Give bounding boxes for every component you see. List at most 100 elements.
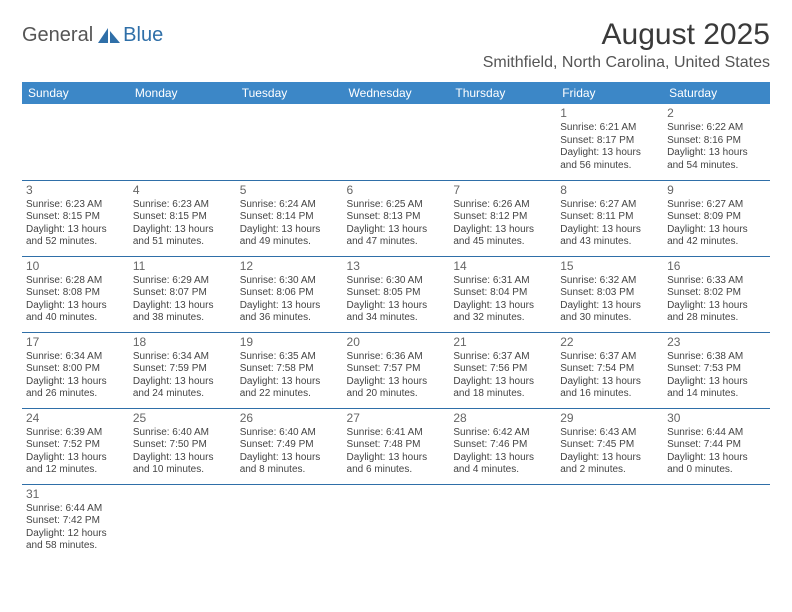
sunset-text: Sunset: 7:50 PM	[133, 439, 232, 452]
weekday-header: Friday	[556, 82, 663, 104]
day-number: 1	[560, 106, 659, 121]
day-number: 13	[347, 259, 446, 274]
calendar-cell-empty	[236, 484, 343, 560]
day-number: 22	[560, 335, 659, 350]
sunset-text: Sunset: 8:13 PM	[347, 211, 446, 224]
day-number: 7	[453, 183, 552, 198]
calendar-table: SundayMondayTuesdayWednesdayThursdayFrid…	[22, 82, 770, 560]
daylight-text: and 32 minutes.	[453, 312, 552, 325]
daylight-text: Daylight: 13 hours	[133, 452, 232, 465]
sunset-text: Sunset: 7:48 PM	[347, 439, 446, 452]
sunrise-text: Sunrise: 6:33 AM	[667, 275, 766, 288]
daylight-text: and 45 minutes.	[453, 236, 552, 249]
calendar-row: 24Sunrise: 6:39 AMSunset: 7:52 PMDayligh…	[22, 408, 770, 484]
calendar-cell: 5Sunrise: 6:24 AMSunset: 8:14 PMDaylight…	[236, 180, 343, 256]
day-number: 11	[133, 259, 232, 274]
daylight-text: and 14 minutes.	[667, 388, 766, 401]
calendar-cell: 15Sunrise: 6:32 AMSunset: 8:03 PMDayligh…	[556, 256, 663, 332]
sunrise-text: Sunrise: 6:38 AM	[667, 351, 766, 364]
daylight-text: Daylight: 13 hours	[667, 452, 766, 465]
sunset-text: Sunset: 7:46 PM	[453, 439, 552, 452]
day-number: 8	[560, 183, 659, 198]
sunrise-text: Sunrise: 6:36 AM	[347, 351, 446, 364]
daylight-text: Daylight: 13 hours	[240, 300, 339, 313]
weekday-header: Wednesday	[343, 82, 450, 104]
sunset-text: Sunset: 8:03 PM	[560, 287, 659, 300]
sunrise-text: Sunrise: 6:34 AM	[133, 351, 232, 364]
logo-text-1: General	[22, 24, 93, 47]
header: General Blue August 2025 Smithfield, Nor…	[22, 18, 770, 72]
sunset-text: Sunset: 8:14 PM	[240, 211, 339, 224]
calendar-cell: 31Sunrise: 6:44 AMSunset: 7:42 PMDayligh…	[22, 484, 129, 560]
sunset-text: Sunset: 8:09 PM	[667, 211, 766, 224]
sunrise-text: Sunrise: 6:25 AM	[347, 199, 446, 212]
sunset-text: Sunset: 8:16 PM	[667, 135, 766, 148]
sunrise-text: Sunrise: 6:40 AM	[240, 427, 339, 440]
day-number: 18	[133, 335, 232, 350]
daylight-text: Daylight: 13 hours	[347, 300, 446, 313]
daylight-text: and 24 minutes.	[133, 388, 232, 401]
calendar-cell-empty	[22, 104, 129, 180]
daylight-text: Daylight: 13 hours	[560, 376, 659, 389]
daylight-text: Daylight: 13 hours	[667, 147, 766, 160]
day-number: 6	[347, 183, 446, 198]
day-number: 15	[560, 259, 659, 274]
daylight-text: Daylight: 13 hours	[240, 376, 339, 389]
sunset-text: Sunset: 7:49 PM	[240, 439, 339, 452]
calendar-cell-empty	[236, 104, 343, 180]
sunrise-text: Sunrise: 6:23 AM	[26, 199, 125, 212]
calendar-cell: 20Sunrise: 6:36 AMSunset: 7:57 PMDayligh…	[343, 332, 450, 408]
daylight-text: and 0 minutes.	[667, 464, 766, 477]
weekday-header: Tuesday	[236, 82, 343, 104]
calendar-cell: 24Sunrise: 6:39 AMSunset: 7:52 PMDayligh…	[22, 408, 129, 484]
daylight-text: Daylight: 13 hours	[667, 224, 766, 237]
sunrise-text: Sunrise: 6:44 AM	[26, 503, 125, 516]
sunset-text: Sunset: 8:07 PM	[133, 287, 232, 300]
sunrise-text: Sunrise: 6:27 AM	[667, 199, 766, 212]
day-number: 21	[453, 335, 552, 350]
daylight-text: and 43 minutes.	[560, 236, 659, 249]
day-number: 16	[667, 259, 766, 274]
day-number: 10	[26, 259, 125, 274]
day-number: 24	[26, 411, 125, 426]
day-number: 26	[240, 411, 339, 426]
sunset-text: Sunset: 8:17 PM	[560, 135, 659, 148]
calendar-cell: 8Sunrise: 6:27 AMSunset: 8:11 PMDaylight…	[556, 180, 663, 256]
daylight-text: and 8 minutes.	[240, 464, 339, 477]
calendar-cell: 9Sunrise: 6:27 AMSunset: 8:09 PMDaylight…	[663, 180, 770, 256]
day-number: 28	[453, 411, 552, 426]
day-number: 20	[347, 335, 446, 350]
calendar-cell: 26Sunrise: 6:40 AMSunset: 7:49 PMDayligh…	[236, 408, 343, 484]
weekday-header: Saturday	[663, 82, 770, 104]
sunrise-text: Sunrise: 6:22 AM	[667, 122, 766, 135]
daylight-text: and 22 minutes.	[240, 388, 339, 401]
calendar-head: SundayMondayTuesdayWednesdayThursdayFrid…	[22, 82, 770, 104]
sail-icon	[97, 27, 121, 45]
calendar-cell: 22Sunrise: 6:37 AMSunset: 7:54 PMDayligh…	[556, 332, 663, 408]
day-number: 5	[240, 183, 339, 198]
sunset-text: Sunset: 8:15 PM	[133, 211, 232, 224]
weekday-header: Sunday	[22, 82, 129, 104]
calendar-cell: 10Sunrise: 6:28 AMSunset: 8:08 PMDayligh…	[22, 256, 129, 332]
sunset-text: Sunset: 7:59 PM	[133, 363, 232, 376]
title-block: August 2025 Smithfield, North Carolina, …	[483, 18, 770, 72]
day-number: 31	[26, 487, 125, 502]
daylight-text: and 26 minutes.	[26, 388, 125, 401]
day-number: 27	[347, 411, 446, 426]
sunrise-text: Sunrise: 6:28 AM	[26, 275, 125, 288]
sunset-text: Sunset: 7:57 PM	[347, 363, 446, 376]
logo-text-2: Blue	[123, 24, 163, 47]
calendar-cell: 6Sunrise: 6:25 AMSunset: 8:13 PMDaylight…	[343, 180, 450, 256]
calendar-cell: 3Sunrise: 6:23 AMSunset: 8:15 PMDaylight…	[22, 180, 129, 256]
sunrise-text: Sunrise: 6:29 AM	[133, 275, 232, 288]
sunset-text: Sunset: 8:00 PM	[26, 363, 125, 376]
sunrise-text: Sunrise: 6:37 AM	[560, 351, 659, 364]
calendar-cell: 25Sunrise: 6:40 AMSunset: 7:50 PMDayligh…	[129, 408, 236, 484]
sunrise-text: Sunrise: 6:26 AM	[453, 199, 552, 212]
day-number: 12	[240, 259, 339, 274]
daylight-text: and 40 minutes.	[26, 312, 125, 325]
calendar-cell: 17Sunrise: 6:34 AMSunset: 8:00 PMDayligh…	[22, 332, 129, 408]
daylight-text: and 12 minutes.	[26, 464, 125, 477]
calendar-cell-empty	[449, 104, 556, 180]
calendar-cell: 2Sunrise: 6:22 AMSunset: 8:16 PMDaylight…	[663, 104, 770, 180]
